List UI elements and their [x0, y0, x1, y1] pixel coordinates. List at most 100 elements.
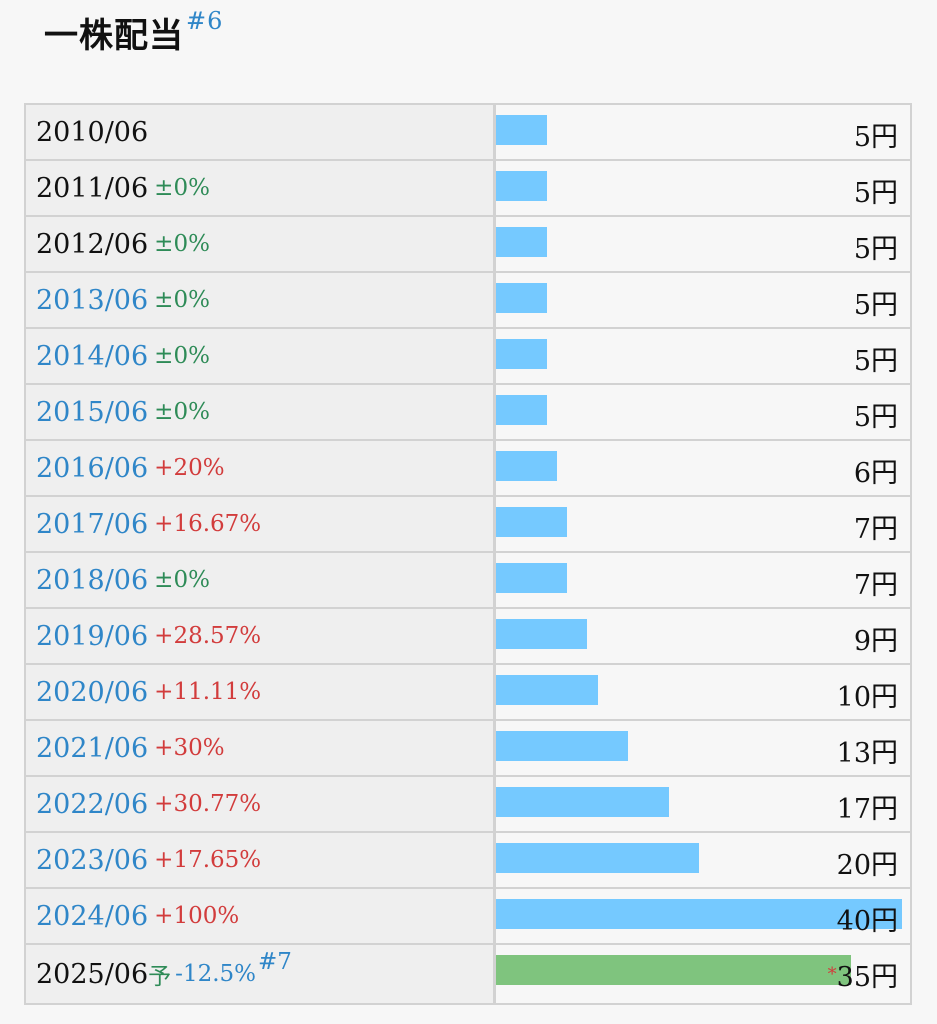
change-percent: +100% — [154, 903, 240, 929]
period-link[interactable]: 2022/06 — [36, 788, 149, 820]
period-label: 2025/06 — [36, 958, 149, 990]
dividend-value: 5円 — [854, 339, 898, 378]
row-value-cell: 5円 — [496, 273, 910, 327]
change-percent: ±0% — [154, 399, 210, 425]
change-percent: -12.5% — [175, 961, 257, 987]
dividend-value-text: 5円 — [853, 346, 898, 377]
dividend-bar — [496, 843, 699, 873]
title-footnote-link[interactable]: #6 — [186, 6, 224, 35]
dividend-bar — [496, 507, 567, 537]
period-link[interactable]: 2013/06 — [36, 284, 149, 316]
dividend-value-text: 5円 — [853, 290, 898, 321]
forecast-marker: 予 — [148, 964, 172, 990]
footnote-link[interactable]: #7 — [258, 949, 292, 975]
period-link[interactable]: 2014/06 — [36, 340, 149, 372]
dividend-value-text: 17円 — [836, 794, 898, 825]
row-value-cell: 20円 — [496, 833, 910, 887]
row-period-cell: 2024/06 +100% — [26, 889, 496, 943]
dividend-bar — [496, 675, 598, 705]
dividend-bar — [496, 395, 547, 425]
dividend-table: 2010/06 5円 2011/06 ±0% 5円 2012/06 ±0% 5円 2013/06… — [24, 103, 912, 1005]
table-row: 2019/06 +28.57% 9円 — [26, 609, 910, 665]
period-label: 2011/06 — [36, 172, 149, 204]
row-value-cell: 5円 — [496, 385, 910, 439]
dividend-value: 17円 — [837, 787, 898, 826]
period-label: 2010/06 — [36, 116, 149, 148]
row-period-cell: 2021/06 +30% — [26, 721, 496, 775]
dividend-value: 5円 — [854, 227, 898, 266]
page-title: 一株配当#6 — [44, 6, 224, 57]
period-link[interactable]: 2023/06 — [36, 844, 149, 876]
dividend-value: 20円 — [837, 843, 898, 882]
change-percent: ±0% — [154, 567, 210, 593]
row-period-cell: 2020/06 +11.11% — [26, 665, 496, 719]
row-value-cell: 40円 — [496, 889, 910, 943]
table-row: 2015/06 ±0% 5円 — [26, 385, 910, 441]
dividend-bar — [496, 115, 547, 145]
dividend-bar — [496, 227, 547, 257]
period-link[interactable]: 2021/06 — [36, 732, 149, 764]
change-percent: ±0% — [154, 231, 210, 257]
dividend-value-text: 9円 — [853, 626, 898, 657]
dividend-bar — [496, 283, 547, 313]
table-row: 2011/06 ±0% 5円 — [26, 161, 910, 217]
dividend-value: 6円 — [854, 451, 898, 490]
dividend-bar — [496, 787, 669, 817]
dividend-value: *35円 — [828, 955, 898, 994]
change-percent: +16.67% — [154, 511, 262, 537]
table-row: 2014/06 ±0% 5円 — [26, 329, 910, 385]
period-link[interactable]: 2016/06 — [36, 452, 149, 484]
asterisk-mark: * — [827, 964, 837, 985]
row-period-cell: 2017/06 +16.67% — [26, 497, 496, 551]
dividend-value: 13円 — [837, 731, 898, 770]
dividend-value-text: 5円 — [853, 402, 898, 433]
row-period-cell: 2011/06 ±0% — [26, 161, 496, 215]
table-row: 2023/06 +17.65% 20円 — [26, 833, 910, 889]
table-row: 2025/06 予 -12.5% #7 *35円 — [26, 945, 910, 1003]
row-value-cell: 9円 — [496, 609, 910, 663]
table-row: 2013/06 ±0% 5円 — [26, 273, 910, 329]
dividend-bar — [496, 339, 547, 369]
period-link[interactable]: 2018/06 — [36, 564, 149, 596]
dividend-bar — [496, 451, 557, 481]
dividend-value-text: 7円 — [853, 570, 898, 601]
dividend-value-text: 40円 — [836, 906, 898, 937]
change-percent: ±0% — [154, 343, 210, 369]
period-link[interactable]: 2020/06 — [36, 676, 149, 708]
table-row: 2020/06 +11.11% 10円 — [26, 665, 910, 721]
row-period-cell: 2019/06 +28.57% — [26, 609, 496, 663]
row-value-cell: 17円 — [496, 777, 910, 831]
dividend-value-text: 13円 — [836, 738, 898, 769]
dividend-value: 5円 — [854, 283, 898, 322]
row-period-cell: 2022/06 +30.77% — [26, 777, 496, 831]
table-row: 2021/06 +30% 13円 — [26, 721, 910, 777]
change-percent: +30.77% — [154, 791, 262, 817]
period-link[interactable]: 2019/06 — [36, 620, 149, 652]
forecast-bar — [496, 955, 851, 985]
row-value-cell: *35円 — [496, 945, 910, 1003]
row-value-cell: 5円 — [496, 329, 910, 383]
row-period-cell: 2023/06 +17.65% — [26, 833, 496, 887]
dividend-value-text: 5円 — [853, 178, 898, 209]
dividend-bar — [496, 731, 628, 761]
change-percent: ±0% — [154, 287, 210, 313]
dividend-value-text: 35円 — [836, 962, 898, 993]
period-link[interactable]: 2015/06 — [36, 396, 149, 428]
period-link[interactable]: 2017/06 — [36, 508, 149, 540]
dividend-value: 5円 — [854, 171, 898, 210]
dividend-value-text: 10円 — [836, 682, 898, 713]
row-value-cell: 5円 — [496, 217, 910, 271]
change-percent: +30% — [154, 735, 225, 761]
row-value-cell: 5円 — [496, 161, 910, 215]
dividend-value-text: 20円 — [836, 850, 898, 881]
dividend-value: 10円 — [837, 675, 898, 714]
period-link[interactable]: 2024/06 — [36, 900, 149, 932]
dividend-bar — [496, 171, 547, 201]
row-period-cell: 2016/06 +20% — [26, 441, 496, 495]
table-row: 2012/06 ±0% 5円 — [26, 217, 910, 273]
row-period-cell: 2025/06 予 -12.5% #7 — [26, 945, 496, 1003]
dividend-bar — [496, 619, 587, 649]
row-value-cell: 6円 — [496, 441, 910, 495]
row-period-cell: 2013/06 ±0% — [26, 273, 496, 327]
row-period-cell: 2018/06 ±0% — [26, 553, 496, 607]
